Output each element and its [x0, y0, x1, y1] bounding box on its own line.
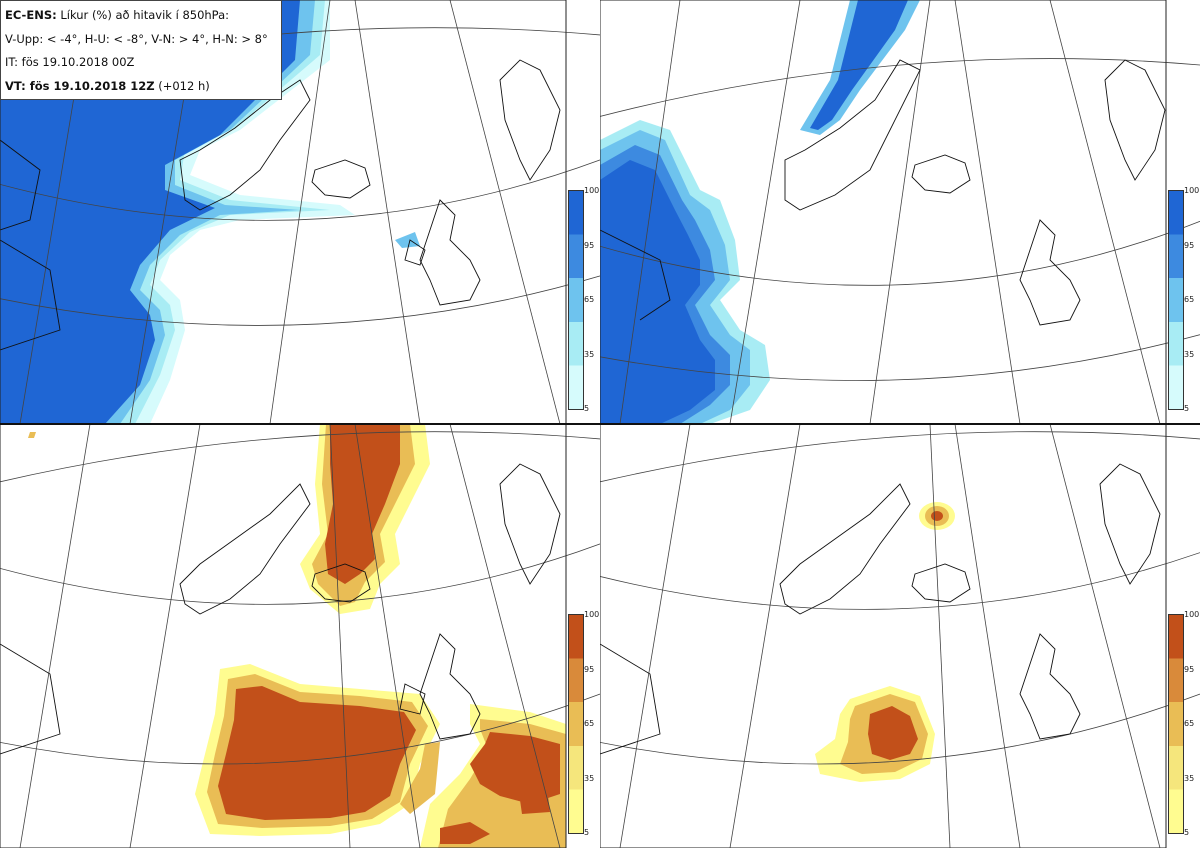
colorbar-tick-label: 100 [584, 610, 600, 619]
coastlines [600, 463, 1161, 755]
colorbar-tick-label: 95 [584, 664, 595, 674]
colorbar-cold [1168, 190, 1184, 410]
issue-time: IT: fös 19.10.2018 00Z [5, 55, 135, 69]
graticule [600, 424, 1200, 848]
colorbar-tick-label: 100 [1184, 610, 1200, 619]
colorbar-cold [568, 190, 584, 410]
colorbar-tick-label: 95 [584, 240, 595, 250]
title-line: EC-ENS: Líkur (%) að hitavik í 850hPa: [5, 8, 230, 22]
colorbar-tick-label: 35 [584, 349, 595, 359]
probability-fields [815, 502, 955, 782]
colorbar-tick-label: 95 [1184, 664, 1195, 674]
map-canvas [600, 0, 1200, 424]
colorbar-tick-label: 65 [584, 719, 595, 728]
map-canvas [0, 424, 600, 848]
colorbar-warm [568, 614, 584, 834]
colorbar-tick-label: 35 [1184, 349, 1195, 359]
colorbar-tick-label: 5 [584, 828, 590, 837]
colorbar-tick-label: 100 [584, 186, 600, 195]
probability-fields [600, 0, 920, 424]
colorbar-tick-label: 65 [584, 295, 595, 304]
legend-info-box: EC-ENS: Líkur (%) að hitavik í 850hPa: V… [0, 0, 282, 100]
colorbar-tick-label: 65 [1184, 295, 1195, 304]
coastlines [0, 463, 561, 755]
colorbar-tick-label: 5 [584, 404, 590, 413]
map-panel-warm-8 [600, 424, 1200, 848]
valid-time: VT: fös 19.10.2018 12Z (+012 h) [5, 78, 210, 93]
colorbar-tick-label: 5 [1184, 828, 1190, 837]
thresholds-line: V-Upp: < -4°, H-U: < -8°, V-N: > 4°, H-N… [5, 31, 268, 46]
map-canvas [0, 0, 600, 424]
colorbar-tick-label: 5 [1184, 404, 1190, 413]
panel-divider [0, 423, 1200, 425]
colorbar-tick-label: 65 [1184, 719, 1195, 728]
map-panel-cold-4 [0, 0, 600, 424]
colorbar-tick-label: 35 [1184, 773, 1195, 783]
map-panel-warm-4 [0, 424, 600, 848]
graticule [0, 424, 600, 848]
colorbar-warm [1168, 614, 1184, 834]
map-canvas [600, 424, 1200, 848]
coastlines [600, 59, 1166, 326]
coastlines [0, 59, 561, 351]
map-panel-cold-8 [600, 0, 1200, 424]
colorbar-tick-label: 35 [584, 773, 595, 783]
colorbar-tick-label: 100 [1184, 186, 1200, 195]
colorbar-tick-label: 95 [1184, 240, 1195, 250]
